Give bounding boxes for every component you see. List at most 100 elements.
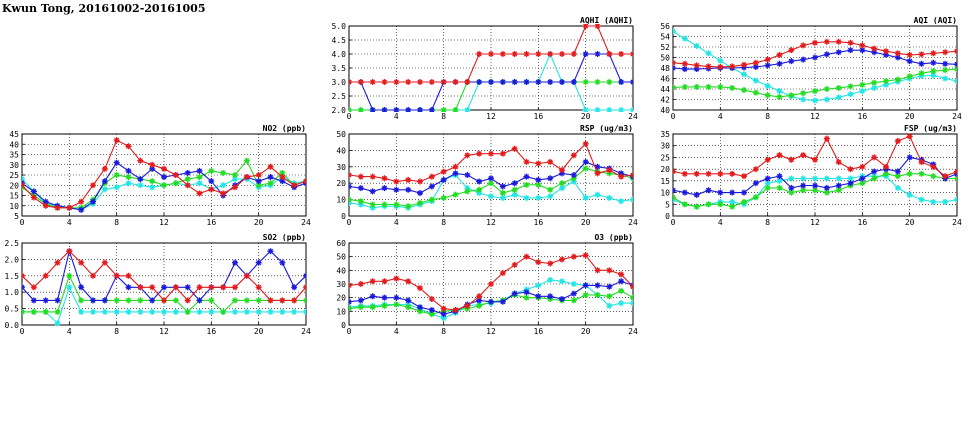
data-point xyxy=(113,159,120,166)
data-point xyxy=(618,170,625,177)
data-point xyxy=(78,259,85,266)
data-point xyxy=(196,190,203,197)
y-tick-label: 46 xyxy=(660,75,670,84)
x-tick-label: 4 xyxy=(394,327,399,336)
y-tick-label: 2.0 xyxy=(5,255,20,264)
data-point xyxy=(428,196,435,203)
x-tick-label: 8 xyxy=(114,327,119,336)
data-point xyxy=(606,194,613,201)
data-point xyxy=(369,278,376,285)
x-tick-label: 12 xyxy=(486,112,496,121)
data-point xyxy=(125,308,132,315)
data-point xyxy=(764,82,771,89)
data-point xyxy=(681,189,688,196)
x-tick-label: 4 xyxy=(67,218,72,227)
data-point xyxy=(547,175,554,182)
data-point xyxy=(717,83,724,90)
data-point xyxy=(741,87,747,94)
data-point xyxy=(488,298,494,305)
data-point xyxy=(523,194,530,201)
data-point xyxy=(349,305,352,312)
data-point xyxy=(428,306,435,313)
data-point xyxy=(606,302,613,309)
data-point xyxy=(741,198,747,205)
data-point xyxy=(693,191,700,198)
data-point xyxy=(788,184,795,191)
data-point xyxy=(452,170,459,177)
x-tick-label: 24 xyxy=(952,218,962,227)
y-tick-label: 3.5 xyxy=(332,64,347,73)
y-tick-label: 10 xyxy=(660,189,670,198)
data-point xyxy=(101,178,108,185)
data-point xyxy=(125,174,132,181)
data-point xyxy=(476,297,483,304)
data-point xyxy=(930,163,937,170)
data-point xyxy=(464,302,471,309)
data-point xyxy=(594,107,601,112)
data-point xyxy=(54,259,61,266)
data-point xyxy=(559,185,565,192)
data-point xyxy=(220,182,227,189)
data-point xyxy=(428,183,435,190)
data-point xyxy=(559,278,565,285)
data-point xyxy=(835,182,842,189)
data-point xyxy=(405,297,412,304)
data-point xyxy=(823,175,830,182)
x-tick-label: 0 xyxy=(347,327,352,336)
chart-aqhi: 0 4 8 12 16 20 24 2.0 2.5 3.0 3.5 4.0 4.5 5.0 AQHI (AQ… xyxy=(332,16,638,121)
data-point xyxy=(137,157,144,164)
y-tick-label: 0 xyxy=(665,212,670,221)
data-point xyxy=(800,56,807,63)
data-point xyxy=(22,284,25,291)
x-tick-label: 4 xyxy=(394,218,399,227)
data-point xyxy=(823,51,830,58)
y-tick-label: 30 xyxy=(336,280,346,289)
y-tick-label: 2.0 xyxy=(332,106,347,115)
data-point xyxy=(776,152,783,159)
data-point xyxy=(405,176,412,183)
data-point xyxy=(499,79,506,85)
data-point xyxy=(303,308,306,315)
data-point xyxy=(405,203,412,210)
data-point xyxy=(66,204,73,211)
data-point xyxy=(942,198,949,205)
data-point xyxy=(279,169,286,176)
data-point xyxy=(125,297,132,304)
chart-o3: 0 4 8 12 16 20 24 0 10 20 30 40 50 60 O3 (ppb) xyxy=(336,233,638,336)
data-point xyxy=(582,282,589,289)
y-tick-label: 0 xyxy=(341,212,346,221)
data-point xyxy=(582,24,589,29)
data-point xyxy=(54,297,61,304)
data-point xyxy=(255,297,262,304)
data-point xyxy=(267,163,274,170)
data-point xyxy=(547,79,554,85)
data-point xyxy=(582,140,589,147)
data-point xyxy=(232,172,238,178)
y-tick-label: 0.0 xyxy=(5,321,20,330)
data-point xyxy=(161,174,167,181)
data-point xyxy=(776,60,783,67)
data-point xyxy=(393,186,400,193)
data-point xyxy=(137,176,144,183)
data-point xyxy=(764,62,771,69)
data-point xyxy=(349,282,352,289)
data-point xyxy=(172,172,179,178)
data-point xyxy=(859,180,866,187)
data-point xyxy=(369,173,376,180)
data-point xyxy=(149,308,156,315)
data-point xyxy=(149,161,156,168)
data-point xyxy=(208,167,215,174)
y-tick-label: 30 xyxy=(9,161,19,170)
data-point xyxy=(894,54,901,61)
y-tick-label: 40 xyxy=(336,146,346,155)
data-point xyxy=(30,297,37,304)
y-tick-label: 15 xyxy=(660,177,670,186)
data-point xyxy=(693,66,700,73)
data-point xyxy=(393,201,400,208)
data-point xyxy=(452,79,459,85)
data-point xyxy=(303,178,306,185)
data-point xyxy=(137,182,144,189)
data-point xyxy=(954,78,957,85)
data-point xyxy=(559,51,565,57)
